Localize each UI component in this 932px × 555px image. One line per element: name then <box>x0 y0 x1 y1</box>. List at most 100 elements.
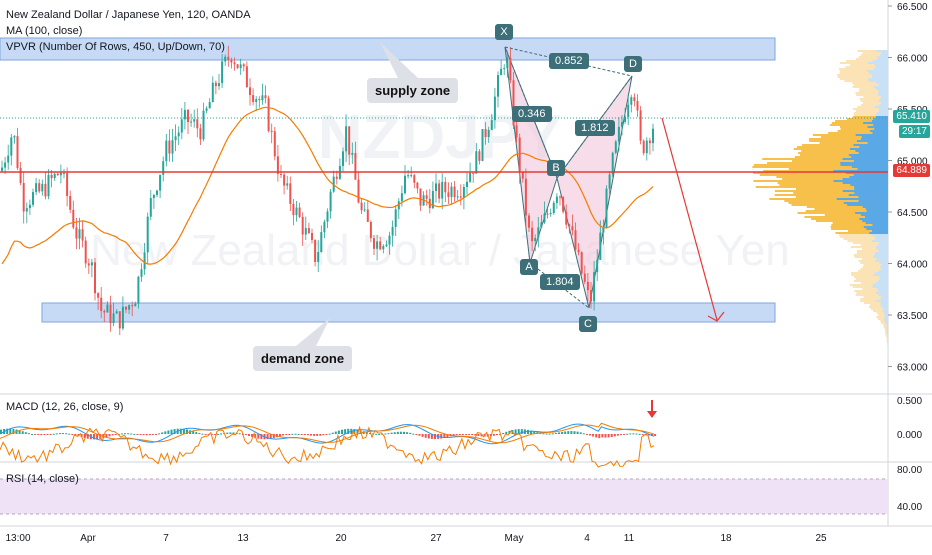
macd-histogram-bar <box>632 433 634 434</box>
macd-histogram-bar <box>601 434 603 437</box>
volume-profile-bar <box>877 112 888 114</box>
volume-profile-bar <box>885 320 888 322</box>
macd-histogram-bar <box>319 434 321 436</box>
volume-profile-bar <box>876 246 888 248</box>
rsi-tick-40: 40.00 <box>897 502 922 513</box>
volume-profile-bar <box>879 242 888 244</box>
volume-profile-bar <box>868 142 888 144</box>
candle-body <box>296 208 298 216</box>
time-axis-label: 4 <box>584 533 590 544</box>
pattern-point-a: A <box>520 259 538 275</box>
volume-profile-bar <box>876 282 888 284</box>
macd-histogram-bar <box>40 434 42 435</box>
macd-histogram-bar <box>391 433 393 434</box>
candle-body <box>320 232 322 252</box>
volume-profile-bar <box>880 266 888 268</box>
vpvr-legend[interactable]: VPVR (Number Of Rows, 450, Up/Down, 70) <box>6 41 225 54</box>
volume-profile-bar <box>884 318 888 320</box>
volume-profile-bar <box>877 56 888 58</box>
candle-body <box>274 131 276 156</box>
macd-histogram-bar <box>614 434 616 436</box>
candle-body <box>299 208 301 217</box>
volume-profile-bar <box>881 298 888 300</box>
candle-body <box>438 183 440 198</box>
ma-legend[interactable]: MA (100, close) <box>6 25 82 38</box>
candle-body <box>500 69 502 75</box>
volume-profile-bar <box>850 184 888 186</box>
candle-body <box>79 229 81 238</box>
macd-histogram-bar <box>161 432 163 434</box>
candle-body <box>75 227 77 238</box>
candle-body <box>370 222 372 238</box>
candle-body <box>203 111 205 140</box>
volume-profile-bar <box>859 218 888 220</box>
volume-profile-bar <box>866 228 888 230</box>
candle-body <box>141 269 143 276</box>
candle-body <box>162 161 164 175</box>
volume-profile-bar <box>858 196 888 198</box>
volume-profile-bar <box>881 264 888 266</box>
macd-histogram-bar <box>400 432 402 434</box>
candle-body <box>292 204 294 215</box>
macd-histogram-bar <box>502 433 504 434</box>
candle-body <box>361 203 363 211</box>
volume-profile-bar <box>881 96 888 98</box>
candle-body <box>23 183 25 211</box>
macd-histogram-bar <box>124 433 126 434</box>
time-axis-label: 13 <box>237 533 249 544</box>
candle-body <box>206 108 208 110</box>
candle-body <box>407 175 409 176</box>
volume-profile-bar <box>863 206 888 208</box>
volume-profile-bar <box>870 130 888 132</box>
macd-histogram-bar <box>37 434 39 435</box>
rsi-legend[interactable]: RSI (14, close) <box>6 473 79 486</box>
candle-body <box>553 203 555 213</box>
macd-legend[interactable]: MACD (12, 26, close, 9) <box>6 401 123 414</box>
macd-histogram-bar <box>313 434 315 436</box>
volume-profile-bar <box>875 236 888 238</box>
volume-profile-bar <box>874 68 888 70</box>
macd-histogram-bar <box>397 432 399 434</box>
candle-body <box>503 68 505 69</box>
volume-profile-bar <box>877 258 888 260</box>
volume-profile-bar <box>887 334 888 336</box>
macd-red-arrow-head <box>647 411 657 418</box>
macd-histogram-bar <box>136 434 138 435</box>
symbol-title[interactable]: New Zealand Dollar / Japanese Yen, 120, … <box>6 9 251 22</box>
volume-profile-bar <box>887 324 888 326</box>
candle-body <box>41 184 43 191</box>
candle-body <box>116 311 118 313</box>
candle-body <box>385 245 387 246</box>
volume-profile-bar <box>849 176 888 178</box>
volume-profile-bar <box>880 54 888 56</box>
volume-profile-bar <box>887 330 888 332</box>
candle-body <box>410 175 412 176</box>
volume-profile-bar <box>880 304 888 306</box>
candle-body <box>571 226 573 230</box>
time-axis-label: 18 <box>720 533 732 544</box>
candles-layer <box>1 46 654 335</box>
candle-body <box>227 57 229 60</box>
macd-histogram-bar <box>570 431 572 434</box>
candle-body <box>302 217 304 235</box>
candle-body <box>581 252 583 273</box>
price-axis[interactable]: 66.50066.00065.50065.00064.50064.00063.5… <box>888 2 928 374</box>
macd-histogram-bar <box>133 434 135 435</box>
candle-body <box>137 277 139 304</box>
candle-body <box>584 274 586 282</box>
candle-body <box>122 307 124 329</box>
macd-histogram-bar <box>419 434 421 436</box>
volume-profile-bar <box>876 50 888 52</box>
candle-body <box>156 191 158 195</box>
candle-body <box>618 127 620 142</box>
pattern-point-c: C <box>579 316 597 332</box>
candle-body <box>460 196 462 197</box>
volume-profile-bar <box>873 284 888 286</box>
candle-body <box>159 175 161 191</box>
volume-profile-bar <box>885 314 888 316</box>
volume-profile-bar <box>876 88 888 90</box>
volume-profile-bar <box>873 274 888 276</box>
candle-body <box>103 311 105 312</box>
